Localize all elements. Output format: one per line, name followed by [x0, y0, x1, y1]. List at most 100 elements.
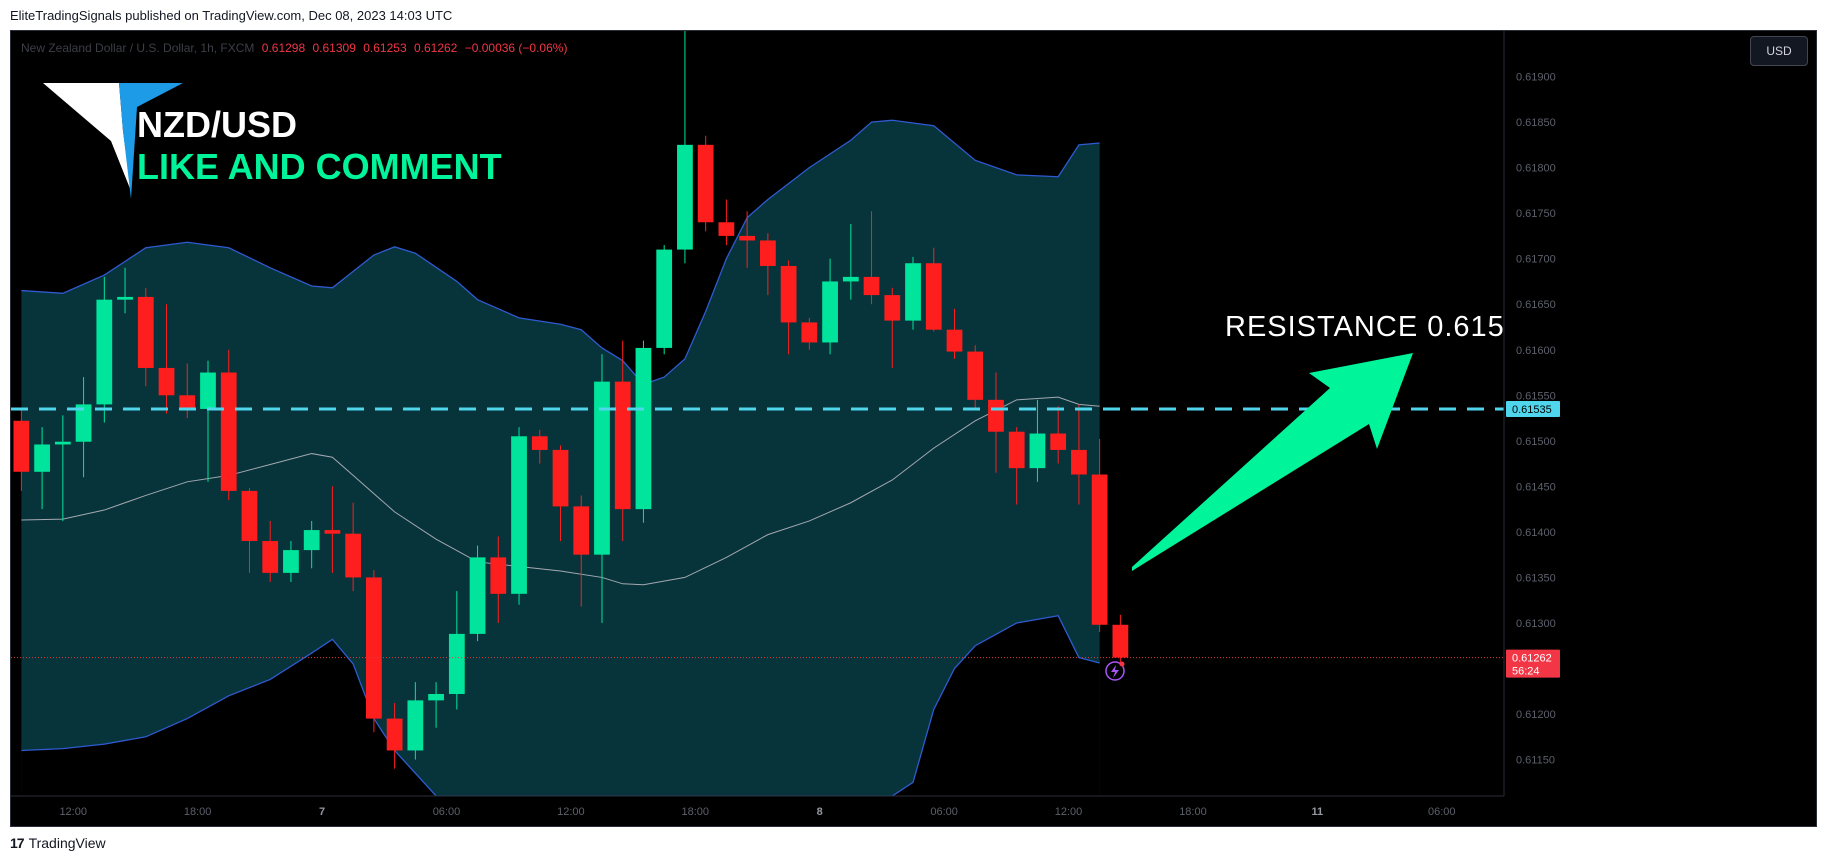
candle-5	[117, 267, 133, 314]
time-tick-label: 12:00	[1055, 806, 1083, 818]
publish-info: EliteTradingSignals published on Trading…	[10, 8, 452, 23]
candle-body	[552, 449, 569, 507]
candle-body	[345, 533, 362, 578]
candle-9	[200, 360, 216, 482]
candle-0	[13, 408, 30, 491]
candle-body	[220, 372, 237, 491]
footer-brand[interactable]: 17 TradingView	[10, 835, 106, 851]
candle-body	[614, 381, 631, 510]
candle-12	[262, 520, 279, 582]
candle-44	[925, 247, 942, 332]
resistance-price-badge: 0.61535	[1506, 400, 1560, 417]
candle-body	[718, 222, 735, 236]
candle-45	[946, 308, 963, 359]
chart-canvas[interactable]: 0.61900 0.61850 0.61800 0.61750 0.61700 0.616…	[11, 31, 1816, 826]
time-tick-label: 8	[817, 806, 823, 818]
price-tick-label: 0.61750	[1516, 208, 1556, 220]
candle-48	[1008, 427, 1025, 505]
candle-body	[283, 550, 299, 573]
candle-body	[884, 295, 901, 321]
candle-body	[137, 296, 154, 368]
legend-close: 0.61262	[413, 41, 458, 55]
candle-body	[1112, 624, 1129, 658]
candle-body	[1008, 431, 1025, 469]
badge-bg	[1506, 649, 1560, 678]
candle-16	[345, 502, 362, 592]
brand-logo-icon-blue	[119, 83, 183, 199]
candle-body	[801, 322, 818, 343]
candle-26	[552, 445, 569, 541]
candle-15	[324, 486, 341, 573]
price-tick-label: 0.61800	[1516, 163, 1556, 175]
legend-row: New Zealand Dollar / U.S. Dollar, 1h, FX…	[21, 41, 567, 55]
candle-27	[573, 495, 590, 607]
candle-18	[386, 703, 403, 769]
candle-52	[1091, 439, 1108, 633]
candle-4	[96, 276, 113, 423]
candle-body	[635, 347, 652, 510]
candle-body	[366, 577, 382, 719]
candle-body	[469, 557, 486, 634]
candle-14	[303, 520, 320, 569]
currency-button[interactable]: USD	[1750, 36, 1808, 66]
candle-38	[801, 317, 818, 350]
candle-body	[200, 372, 216, 409]
candle-body	[863, 276, 880, 296]
badge-bg	[1506, 400, 1560, 417]
overlay-title: NZD/USD	[137, 104, 297, 145]
price-tick-label: 0.61400	[1516, 527, 1556, 539]
candle-51	[1071, 404, 1087, 505]
candle-body	[34, 444, 50, 472]
candle-body	[75, 404, 92, 442]
candle-body	[1091, 474, 1108, 625]
plot-area	[13, 31, 1129, 796]
tradingview-logo-icon: 17	[10, 835, 25, 851]
time-tick-label: 06:00	[433, 806, 461, 818]
candle-body	[946, 329, 963, 352]
candle-24	[511, 427, 527, 605]
candle-body	[531, 436, 548, 450]
candle-body	[428, 694, 444, 701]
candle-body	[158, 367, 175, 396]
bollinger-upper-line	[21, 119, 1100, 386]
candle-body	[1050, 433, 1067, 450]
candle-35	[739, 211, 756, 268]
candle-body	[324, 530, 341, 534]
badge-value: 0.61535	[1512, 404, 1552, 416]
candle-33	[697, 135, 714, 232]
candle-17	[366, 570, 382, 733]
time-tick-label: 11	[1312, 806, 1324, 818]
lightning-dot	[1119, 661, 1125, 667]
candle-body	[656, 249, 673, 348]
candle-body	[490, 557, 507, 594]
candle-body	[739, 235, 756, 241]
candle-21	[448, 591, 465, 710]
publisher-name[interactable]: EliteTradingSignals	[10, 8, 122, 23]
candle-1	[34, 427, 50, 510]
candle-11	[241, 488, 258, 573]
candle-body	[54, 441, 71, 445]
candle-body	[179, 395, 196, 409]
candle-body	[967, 351, 984, 400]
candle-31	[656, 245, 673, 355]
candle-19	[407, 682, 424, 760]
candle-body	[573, 506, 590, 555]
candle-body	[241, 490, 258, 541]
candle-body	[925, 263, 942, 330]
candle-body	[988, 399, 1004, 432]
symbol-description[interactable]: New Zealand Dollar / U.S. Dollar, 1h, FX…	[21, 41, 255, 55]
overlay-subtitle: LIKE AND COMMENT	[137, 146, 502, 187]
candle-10	[220, 349, 237, 501]
time-tick-label: 18:00	[1179, 806, 1207, 818]
candle-41	[863, 211, 880, 305]
candle-body	[448, 633, 465, 694]
candle-28	[594, 354, 610, 623]
chart-frame[interactable]: 0.61900 0.61850 0.61800 0.61750 0.61700 0.616…	[10, 30, 1817, 827]
candle-body	[407, 700, 424, 751]
candle-30	[635, 340, 652, 523]
lightning-icon	[1105, 661, 1125, 681]
resistance-label: RESISTANCE 0.615	[1225, 311, 1505, 343]
candle-body	[13, 420, 30, 472]
candle-body	[780, 265, 797, 323]
